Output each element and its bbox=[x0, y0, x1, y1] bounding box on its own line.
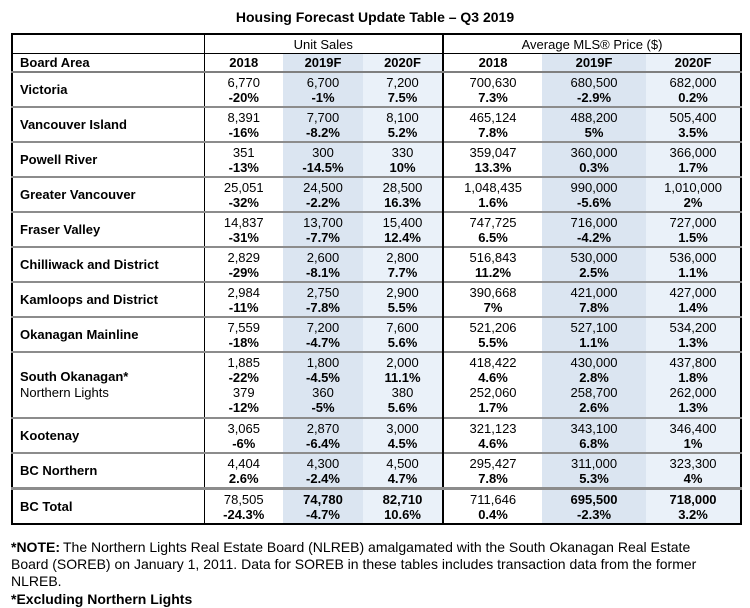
table-row: BC Northern 4,404 2.6% 4,300 -2.4% 4,500 4.… bbox=[12, 452, 742, 489]
unit-sales-2020f-header: 2020F bbox=[363, 53, 444, 73]
avg-price-group-header: Average MLS® Price ($) bbox=[442, 34, 742, 54]
table-row: Kamloops and District 2,984 -11% 2,750 -7.… bbox=[12, 281, 742, 317]
avg-price-2018-header: 2018 bbox=[442, 53, 543, 73]
board-area-header: Board Area bbox=[12, 53, 205, 73]
board-area-label: BC Total bbox=[20, 498, 73, 514]
table-row: Fraser Valley 14,837 -31% 13,700 -7.7% 15,… bbox=[12, 211, 742, 247]
board-area-cell: Vancouver Island bbox=[12, 106, 205, 142]
unit-sales-group-header: Unit Sales bbox=[204, 34, 444, 54]
board-area-label: Greater Vancouver bbox=[20, 186, 136, 202]
board-area-cell: Victoria bbox=[12, 71, 205, 107]
column-header-row: Board Area 2018 2019F 2020F 2018 2019F 2… bbox=[12, 53, 742, 73]
board-area-cell: BC Northern bbox=[12, 452, 205, 489]
table-row: South Okanagan* Northern Lights 1,885 -22… bbox=[12, 351, 742, 418]
board-area-label: Vancouver Island bbox=[20, 116, 127, 132]
board-area-label: Fraser Valley bbox=[20, 221, 101, 237]
board-area-label: Powell River bbox=[20, 151, 98, 167]
table-row: Chilliwack and District 2,829 -29% 2,600-… bbox=[12, 246, 742, 282]
board-area-cell: Fraser Valley bbox=[12, 211, 205, 247]
board-area-cell: Chilliwack and District bbox=[12, 246, 205, 282]
table-row: Greater Vancouver 25,051 -32% 24,500 -2.2%… bbox=[12, 176, 742, 212]
table-row: Vancouver Island 8,391 -16% 7,700 -8.2% 8,… bbox=[12, 106, 742, 142]
group-header-row: Unit Sales Average MLS® Price ($) bbox=[12, 34, 742, 54]
note-label: *NOTE: bbox=[11, 539, 60, 555]
page-title: Housing Forecast Update Table – Q3 2019 bbox=[235, 9, 515, 25]
board-area-cell: Kootenay bbox=[12, 417, 205, 453]
table-row: Kootenay 3,065 -6% 2,870 -6.4% 3,000 4.5% 3… bbox=[12, 417, 742, 453]
board-area-cell: BC Total bbox=[12, 487, 205, 524]
board-area-label: Chilliwack and District bbox=[20, 256, 159, 272]
housing-forecast-table: Unit Sales Average MLS® Price ($) Board … bbox=[11, 33, 743, 525]
board-area-label: South Okanagan* bbox=[20, 369, 129, 384]
board-area-label: Kootenay bbox=[20, 427, 80, 443]
table-row: Victoria 6,770 -20% 6,700 -1% 7,200 7.5% 70… bbox=[12, 71, 742, 107]
empty-corner-cell bbox=[12, 34, 205, 54]
table-row: Powell River 351 -13% 300 -14.5% 330 10% 35… bbox=[12, 141, 742, 177]
board-area-label: Victoria bbox=[20, 81, 68, 97]
footnote-note: *NOTE: The Northern Lights Real Estate Bo… bbox=[11, 539, 711, 590]
footnote-excluding: *Excluding Northern Lights bbox=[11, 591, 193, 607]
board-area-label: Okanagan Mainline bbox=[20, 326, 139, 342]
board-area-label: Kamloops and District bbox=[20, 291, 158, 307]
board-area-label: BC Northern bbox=[20, 462, 98, 478]
unit-sales-2019f-header: 2019F bbox=[283, 53, 363, 73]
unit-sales-2018-header: 2018 bbox=[204, 53, 283, 73]
board-area-cell: Okanagan Mainline bbox=[12, 316, 205, 352]
board-area-sublabel: Northern Lights bbox=[20, 385, 109, 400]
avg-price-2020f-header: 2020F bbox=[646, 53, 742, 73]
board-area-cell: South Okanagan* Northern Lights bbox=[12, 351, 205, 418]
avg-price-2019f-header: 2019F bbox=[542, 53, 647, 73]
board-area-cell: Kamloops and District bbox=[12, 281, 205, 317]
board-area-cell: Greater Vancouver bbox=[12, 176, 205, 212]
table-row-total: BC Total 78,505 -24.3% 74,780 -4.7% 82,710… bbox=[12, 487, 742, 524]
board-area-cell: Powell River bbox=[12, 141, 205, 177]
table-row: Okanagan Mainline 7,559 -18% 7,200 -4.7% 7… bbox=[12, 316, 742, 352]
note-text: The Northern Lights Real Estate Board (N… bbox=[11, 539, 697, 589]
